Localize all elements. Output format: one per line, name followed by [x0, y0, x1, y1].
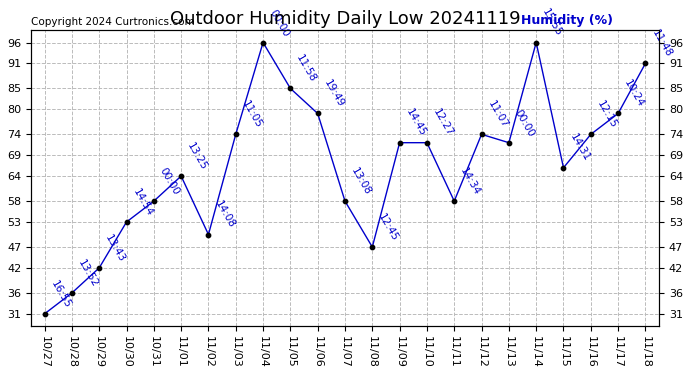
Point	[531, 39, 542, 45]
Text: 13:08: 13:08	[349, 166, 373, 197]
Text: 12:15: 12:15	[595, 99, 619, 130]
Text: 11:48: 11:48	[649, 28, 673, 59]
Point	[176, 173, 187, 179]
Text: 11:07: 11:07	[486, 99, 509, 130]
Point	[257, 39, 268, 45]
Point	[448, 198, 460, 204]
Point	[503, 140, 514, 146]
Text: 14:08: 14:08	[213, 200, 236, 230]
Text: Copyright 2024 Curtronics.com: Copyright 2024 Curtronics.com	[31, 17, 195, 27]
Point	[613, 111, 624, 117]
Point	[367, 244, 378, 250]
Point	[39, 311, 50, 317]
Text: 19:49: 19:49	[322, 78, 346, 109]
Text: 15:55: 15:55	[540, 7, 564, 38]
Text: 14:34: 14:34	[458, 166, 482, 197]
Text: 14:31: 14:31	[568, 132, 591, 164]
Point	[558, 165, 569, 171]
Text: 16:55: 16:55	[49, 279, 72, 310]
Text: 11:58: 11:58	[295, 53, 318, 84]
Point	[66, 290, 77, 296]
Text: 10:24: 10:24	[622, 78, 646, 109]
Point	[422, 140, 433, 146]
Text: 14:45: 14:45	[404, 107, 428, 138]
Text: 12:45: 12:45	[377, 212, 400, 243]
Text: 14:54: 14:54	[130, 187, 155, 218]
Point	[640, 60, 651, 66]
Point	[203, 231, 214, 237]
Point	[230, 131, 241, 137]
Text: Humidity (%): Humidity (%)	[521, 14, 613, 27]
Point	[148, 198, 159, 204]
Text: 00:00: 00:00	[267, 8, 290, 38]
Point	[339, 198, 351, 204]
Point	[476, 131, 487, 137]
Point	[121, 219, 132, 225]
Text: 13:43: 13:43	[104, 232, 127, 264]
Point	[312, 111, 323, 117]
Text: 13:52: 13:52	[76, 258, 100, 289]
Text: 12:27: 12:27	[431, 107, 455, 138]
Point	[94, 265, 105, 271]
Point	[585, 131, 596, 137]
Point	[394, 140, 405, 146]
Title: Outdoor Humidity Daily Low 20241119: Outdoor Humidity Daily Low 20241119	[170, 10, 520, 28]
Text: 13:25: 13:25	[186, 141, 209, 172]
Text: 00:00: 00:00	[158, 166, 181, 197]
Text: 00:00: 00:00	[513, 108, 537, 138]
Text: 11:05: 11:05	[240, 99, 264, 130]
Point	[285, 86, 296, 92]
